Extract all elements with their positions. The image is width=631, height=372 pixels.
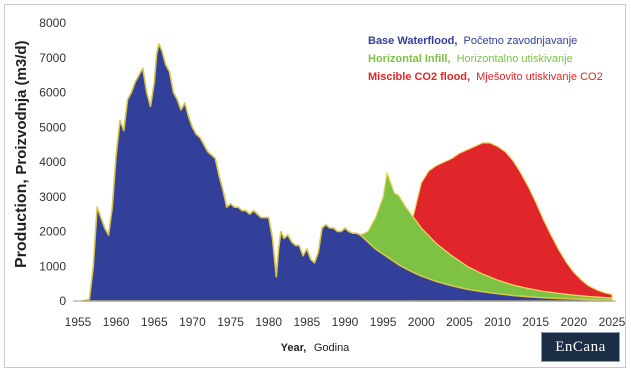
legend-item-horizontal-infill: Horizontal Infill, Horizontalno utiskiva… [368,53,573,65]
x-tick-label: 1985 [294,315,321,329]
x-tick-label: 1970 [179,315,206,329]
logo-text: EnCana [555,338,606,355]
y-axis-label: Production, Proizvodnja (m3/d) [13,40,30,268]
y-tick-label: 6000 [39,86,66,100]
y-tick-label: 7000 [39,51,66,65]
x-tick-label: 1955 [65,315,92,329]
legend-co2-bold: Miscible CO2 flood, [368,71,470,83]
encana-logo: EnCana [541,332,620,362]
legend-item-co2-flood: Miscible CO2 flood, Mješovito utiskivanj… [368,71,603,83]
legend-infill-bold: Horizontal Infill, [368,53,451,65]
y-tick-label: 8000 [39,16,66,30]
x-tick-labels: 1955 1960 1965 1970 1975 1980 1985 1990 1995 2000… [65,315,626,329]
legend-item-base-waterflood: Base Waterflood, Početno zavodnjavanje [368,35,577,47]
y-axis-label-normal: Proizvodnja (m3/d) [13,40,30,174]
y-axis-label-bold: Production, [13,179,30,268]
x-tick-label: 2025 [599,315,626,329]
y-tick-label: 1000 [39,259,66,273]
area-base-waterflood [81,43,613,302]
x-tick-label: 2010 [484,315,511,329]
y-tick-label: 2000 [39,225,66,239]
x-axis-label: Year, Godina [281,338,351,355]
x-tick-label: 2020 [561,315,588,329]
x-tick-label: 2000 [408,315,435,329]
x-tick-label: 1995 [370,315,397,329]
y-tick-label: 3000 [39,190,66,204]
chart-areas [81,43,613,302]
legend: Base Waterflood, Početno zavodnjavanje H… [368,35,603,83]
x-tick-label: 1980 [255,315,282,329]
area-horizontal-infill [359,171,613,302]
x-tick-label: 2015 [522,315,549,329]
legend-base-normal: Početno zavodnjavanje [464,35,578,47]
y-tick-labels: 0 1000 2000 3000 4000 5000 6000 7000 8000 [39,16,66,308]
x-tick-label: 2005 [446,315,473,329]
legend-base-bold: Base Waterflood, [368,35,457,47]
y-tick-label: 4000 [39,155,66,169]
y-tick-label: 0 [59,294,66,308]
x-axis-label-bold: Year, [281,342,307,354]
y-tick-label: 5000 [39,120,66,134]
legend-infill-normal: Horizontalno utiskivanje [457,53,573,65]
x-axis-label-normal: Godina [314,342,350,354]
x-tick-label: 1975 [217,315,244,329]
x-tick-label: 1990 [332,315,359,329]
x-tick-label: 1960 [103,315,130,329]
chart-frame [4,4,626,368]
legend-co2-normal: Mješovito utiskivanje CO2 [476,71,603,83]
x-tick-label: 1965 [141,315,168,329]
